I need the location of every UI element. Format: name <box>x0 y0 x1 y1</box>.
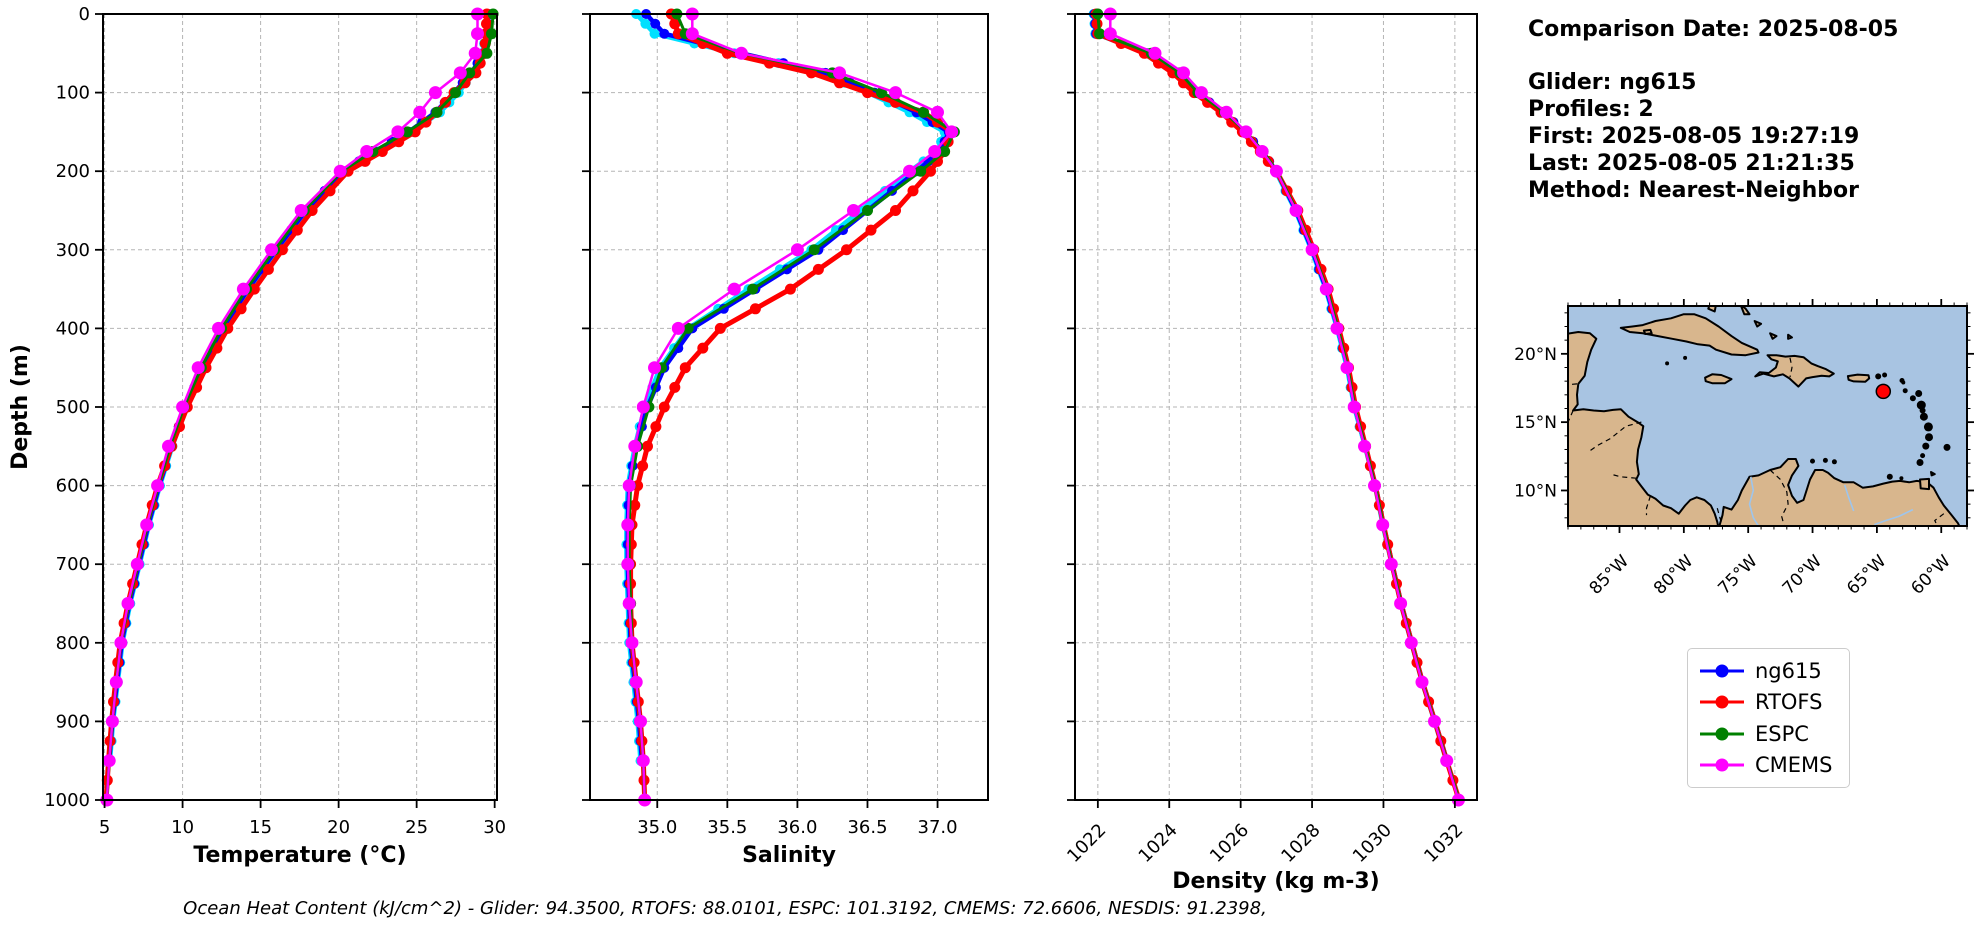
legend-label-cmems: CMEMS <box>1755 753 1833 778</box>
legend-swatch-ng615 <box>1700 664 1744 678</box>
x-tick-label: 10 <box>171 817 194 838</box>
map-lon-label: 75°W <box>1714 551 1761 598</box>
map-land <box>1568 306 1961 526</box>
x-tick-label: 25 <box>405 817 428 838</box>
tick-labels: 35.0 35.5 36.0 36.5 37.0 <box>637 817 957 838</box>
location-map: 85°W 80°W 75°W 70°W 65°W 60°W 20°N 15°N 10°N <box>1514 299 1974 599</box>
x-tick-label: 37.0 <box>918 817 958 838</box>
series-ng615 <box>104 9 494 766</box>
legend-label-espc: ESPC <box>1755 721 1809 746</box>
x-axis-label-density: Density (kg m-3) <box>1172 869 1380 894</box>
y-tick-label: 700 <box>56 554 90 575</box>
info-block: Comparison Date: 2025-08-05 Glider: ng61… <box>1528 16 1898 204</box>
info-glider: Glider: ng615 <box>1528 70 1697 95</box>
y-tick-label: 500 <box>56 397 90 418</box>
ohc-caption: Ocean Heat Content (kJ/cm^2) - Glider: 9… <box>183 898 1267 919</box>
y-tick-label: 300 <box>56 240 90 261</box>
y-tick-label: 400 <box>56 318 90 339</box>
map-lon-label: 65°W <box>1843 551 1890 598</box>
y-tick-label: 900 <box>56 711 90 732</box>
x-tick-label: 35.0 <box>637 817 677 838</box>
map-lon-label: 85°W <box>1586 551 1633 598</box>
map-lat-label: 10°N <box>1514 481 1557 501</box>
panel-salinity: 35.0 35.5 36.0 36.5 37.0 Salinity <box>582 7 989 868</box>
x-tick-label: 5 <box>99 817 110 838</box>
info-profiles: Profiles: 2 <box>1528 97 1654 122</box>
legend-item-cmems: CMEMS <box>1698 753 1839 777</box>
y-tick-label: 200 <box>56 161 90 182</box>
series-cmems <box>100 7 484 807</box>
comparison-date: Comparison Date: 2025-08-05 <box>1528 17 1899 42</box>
series-cmems <box>1103 7 1465 807</box>
x-axis-label-salinity: Salinity <box>742 843 836 868</box>
series-cmems <box>621 7 959 807</box>
legend-item-ng615: ng615 <box>1698 659 1839 683</box>
x-tick-label: 1022 <box>1063 820 1110 867</box>
map-lon-label: 70°W <box>1779 551 1826 598</box>
map-lat-label: 20°N <box>1514 345 1557 365</box>
x-tick-label: 1030 <box>1349 820 1396 867</box>
x-tick-label: 20 <box>327 817 350 838</box>
axis-ticks <box>1067 13 1456 808</box>
legend-item-rtofs: RTOFS <box>1698 690 1839 714</box>
series--unlabeled-cyan-glider-profile- <box>1088 9 1452 766</box>
x-tick-label: 1026 <box>1206 820 1253 867</box>
series-ng615 <box>1089 9 1452 766</box>
map-lon-label: 60°W <box>1907 551 1954 598</box>
info-method: Method: Nearest-Neighbor <box>1528 178 1859 203</box>
series--unlabeled-cyan-glider-profile- <box>105 9 492 766</box>
legend-swatch-rtofs <box>1700 695 1744 709</box>
legend-swatch-espc <box>1700 727 1744 741</box>
tick-labels: 5 10 15 20 25 3001002003004005006007008009001… <box>44 4 506 838</box>
x-axis-label-temperature: Temperature (°C) <box>193 843 406 868</box>
x-tick-label: 15 <box>249 817 272 838</box>
panel-density: 1022 1024 1026 1028 1030 1032 Density (kg m-3) <box>1063 7 1478 894</box>
info-last: Last: 2025-08-05 21:21:35 <box>1528 151 1855 176</box>
x-tick-label: 36.0 <box>777 817 817 838</box>
axis-ticks <box>582 13 939 808</box>
x-tick-label: 35.5 <box>707 817 747 838</box>
map-lon-label: 80°W <box>1650 551 1697 598</box>
x-tick-label: 1032 <box>1420 820 1467 867</box>
tick-labels: 1022 1024 1026 1028 1030 1032 <box>1063 820 1467 867</box>
x-tick-label: 30 <box>483 817 506 838</box>
x-tick-label: 1024 <box>1135 820 1182 867</box>
x-tick-label: 36.5 <box>847 817 887 838</box>
panel-temperature: 5 10 15 20 25 3001002003004005006007008009001… <box>8 4 506 868</box>
map-lat-label: 15°N <box>1514 413 1557 433</box>
map-ticks <box>1561 299 1974 533</box>
gridlines <box>103 13 497 801</box>
legend: ng615 RTOFS ESPC CMEMS <box>1687 648 1850 788</box>
info-gap <box>1528 43 1898 69</box>
y-axis-label: Depth (m) <box>8 344 33 470</box>
legend-label-rtofs: RTOFS <box>1755 690 1823 715</box>
y-tick-label: 100 <box>56 83 90 104</box>
axis-ticks <box>95 13 496 808</box>
y-tick-label: 600 <box>56 476 90 497</box>
legend-label-ng615: ng615 <box>1755 658 1822 683</box>
info-first: First: 2025-08-05 19:27:19 <box>1528 124 1860 149</box>
legend-item-espc: ESPC <box>1698 722 1839 746</box>
y-tick-label: 800 <box>56 633 90 654</box>
legend-swatch-cmems <box>1700 758 1744 772</box>
y-tick-label: 0 <box>79 4 90 25</box>
glider-location-marker <box>1875 383 1892 400</box>
x-tick-label: 1028 <box>1277 820 1324 867</box>
y-tick-label: 1000 <box>44 790 90 811</box>
